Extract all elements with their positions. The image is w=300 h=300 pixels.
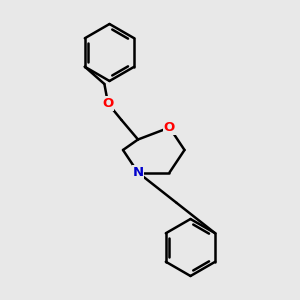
Text: N: N <box>132 166 144 179</box>
Text: O: O <box>164 121 175 134</box>
Text: O: O <box>102 97 114 110</box>
